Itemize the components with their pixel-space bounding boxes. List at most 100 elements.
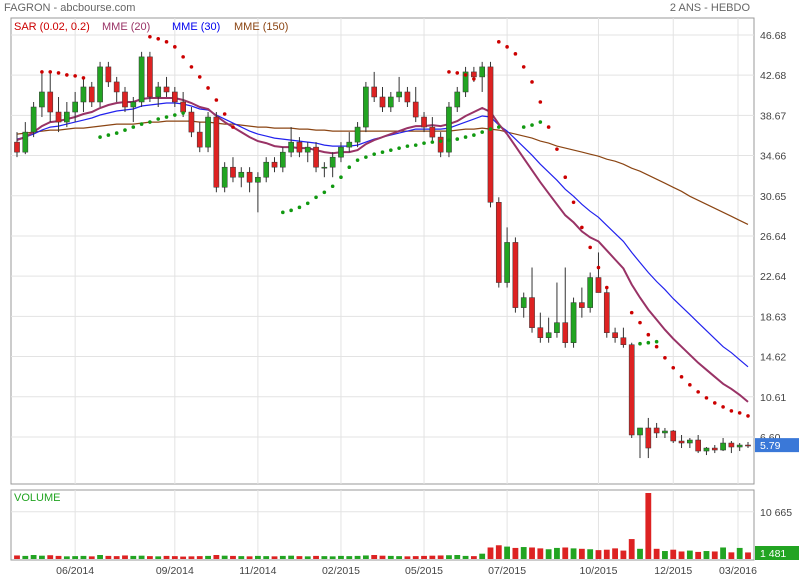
sar-dot: [646, 332, 651, 337]
candle-body: [446, 106, 452, 153]
volume-bars: [14, 493, 751, 559]
sar-dot: [496, 40, 501, 44]
volume-bar: [113, 556, 120, 559]
last-value-badges: 5.79 1 481: [755, 438, 799, 560]
time-tick-label: 05/2015: [405, 565, 443, 577]
volume-bar: [695, 551, 702, 559]
sar-dot: [604, 285, 609, 290]
candle-body: [653, 427, 660, 434]
sar-dot: [546, 125, 551, 129]
chart-period[interactable]: 2 ANS - HEBDO: [669, 2, 750, 14]
volume-bar: [670, 549, 677, 559]
candle-body: [421, 116, 427, 128]
candle-body: [437, 136, 444, 153]
candle-body: [562, 322, 569, 343]
volume-bar: [662, 551, 668, 559]
volume-bar: [504, 546, 511, 559]
volume-bar: [412, 556, 419, 559]
candle-body: [387, 96, 394, 108]
sar-dot: [189, 65, 194, 69]
candle-body: [587, 277, 593, 308]
volume-bar: [296, 556, 303, 559]
sar-dot: [397, 146, 401, 150]
last-volume-label: 1 481: [760, 548, 786, 560]
time-tick-label: 10/2015: [579, 565, 617, 577]
volume-bar: [138, 555, 145, 559]
candle-body: [371, 86, 378, 98]
price-tick-label: 46.68: [760, 30, 786, 42]
candle-body: [255, 176, 261, 183]
time-tick-label: 02/2015: [322, 565, 360, 577]
mme150-line: [16, 120, 749, 225]
volume-bar: [620, 550, 627, 559]
volume-bar: [14, 555, 20, 559]
sar-dot: [114, 131, 119, 135]
sar-dot: [538, 120, 543, 124]
sar-dot: [305, 201, 310, 206]
sar-dot: [663, 355, 667, 360]
volume-bar: [628, 539, 635, 559]
candle-body: [288, 141, 294, 153]
candle-body: [321, 166, 328, 169]
candle-body: [122, 91, 128, 108]
sar-dot: [40, 70, 44, 74]
sar-dot: [629, 310, 634, 315]
volume-bar: [213, 555, 220, 559]
price-tick-label: 14.62: [760, 352, 786, 364]
candle-body: [64, 111, 70, 123]
volume-bar: [205, 555, 211, 559]
volume-bar: [587, 549, 594, 559]
sar-dot: [156, 117, 161, 121]
sar-dot: [364, 155, 368, 159]
volume-bar: [554, 547, 560, 559]
candle-body: [637, 427, 643, 436]
candle-body: [113, 81, 120, 93]
sar-dot: [737, 411, 742, 415]
volume-bar: [745, 552, 751, 559]
sar-dot: [596, 265, 601, 270]
volume-bar: [495, 545, 502, 559]
sar-dot: [339, 175, 343, 180]
sar-dot: [48, 70, 53, 74]
volume-bar: [678, 551, 685, 559]
sar-dot: [638, 341, 642, 346]
candle-body: [304, 146, 311, 153]
candle-body: [570, 302, 577, 343]
candle-body: [263, 161, 270, 178]
sar-dot: [654, 344, 659, 349]
volume-bar: [570, 548, 577, 559]
volume-bar: [147, 556, 153, 559]
candle-body: [22, 131, 29, 153]
volume-bar: [329, 556, 336, 559]
volume-bar: [321, 556, 328, 559]
sar-dot: [688, 383, 692, 387]
candle-body: [670, 430, 677, 442]
volume-bar: [263, 556, 270, 559]
sar-dot: [671, 365, 676, 370]
volume-bar: [338, 555, 344, 559]
volume-bar: [130, 555, 137, 559]
sar-dot: [721, 405, 725, 409]
candle-body: [147, 56, 153, 98]
legend-item: MME (150): [234, 21, 288, 33]
sar-dot: [480, 130, 484, 134]
volume-bar: [462, 555, 469, 559]
candle-body: [520, 297, 527, 308]
candle-body: [246, 171, 253, 183]
volume-bar: [304, 556, 311, 559]
volume-bar: [39, 555, 45, 559]
sar-dot: [638, 320, 642, 325]
candle-body: [230, 166, 236, 178]
candle-body: [213, 116, 220, 188]
candle-body: [72, 101, 78, 113]
candle-body: [720, 442, 726, 451]
sar-dot: [505, 45, 509, 49]
sar-dot: [496, 125, 501, 129]
sar-dot: [538, 100, 543, 104]
volume-bar: [595, 550, 602, 559]
sar-dot: [488, 127, 493, 131]
candle-body: [47, 91, 54, 113]
price-tick-label: 10.61: [760, 392, 786, 404]
mme150-path: [16, 120, 749, 225]
